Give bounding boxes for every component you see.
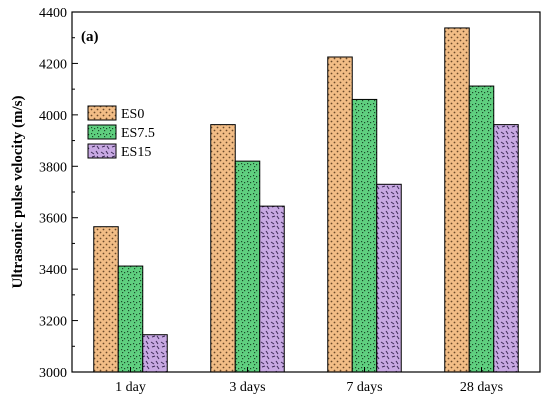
y-tick-label: 3000 (39, 366, 67, 381)
bar-es15-7-days (376, 183, 402, 373)
bar-es15-28-days (493, 124, 519, 373)
bar-es0-28-days (444, 27, 470, 373)
x-tick-label: 7 days (346, 380, 382, 395)
legend-label: ES15 (121, 145, 151, 160)
y-tick-label: 4200 (39, 57, 67, 72)
bar-es15-1-day (142, 334, 168, 373)
x-tick-label: 3 days (229, 380, 265, 395)
bar-es0-1-day (93, 226, 119, 373)
bar-es0-7-days (327, 56, 353, 373)
bar-es0-3-days (210, 124, 236, 373)
legend-swatch-es15 (87, 143, 117, 159)
y-tick-label: 4000 (39, 109, 67, 124)
bars-layer (93, 27, 519, 373)
y-tick-label: 3600 (39, 212, 67, 227)
legend: ES0 ES7.5 ES15 (87, 105, 155, 160)
x-tick-label: 28 days (460, 380, 503, 395)
legend-label: ES0 (121, 107, 144, 122)
legend-swatch-es7-5 (87, 124, 117, 140)
legend-swatch-es0 (87, 105, 117, 121)
panel-label: (a) (81, 29, 99, 45)
y-tick-label: 3800 (39, 160, 67, 175)
bar-es7-5-28-days (468, 85, 495, 373)
bar-es7-5-7-days (351, 98, 378, 373)
y-tick-label: 3400 (39, 263, 67, 278)
legend-label: ES7.5 (121, 126, 155, 141)
bar-es15-3-days (259, 205, 285, 373)
bar-es7-5-1-day (117, 265, 144, 373)
y-axis-title: Ultrasonic pulse velocity (m/s) (10, 96, 26, 289)
bar-es7-5-3-days (234, 160, 261, 373)
x-tick-label: 1 day (115, 380, 146, 395)
y-tick-label: 4400 (39, 6, 67, 21)
axes-layer: 3000 3200 3400 3600 3800 4000 4200 4400 1 day 3 d… (39, 6, 541, 395)
y-tick-label: 3200 (39, 315, 67, 330)
